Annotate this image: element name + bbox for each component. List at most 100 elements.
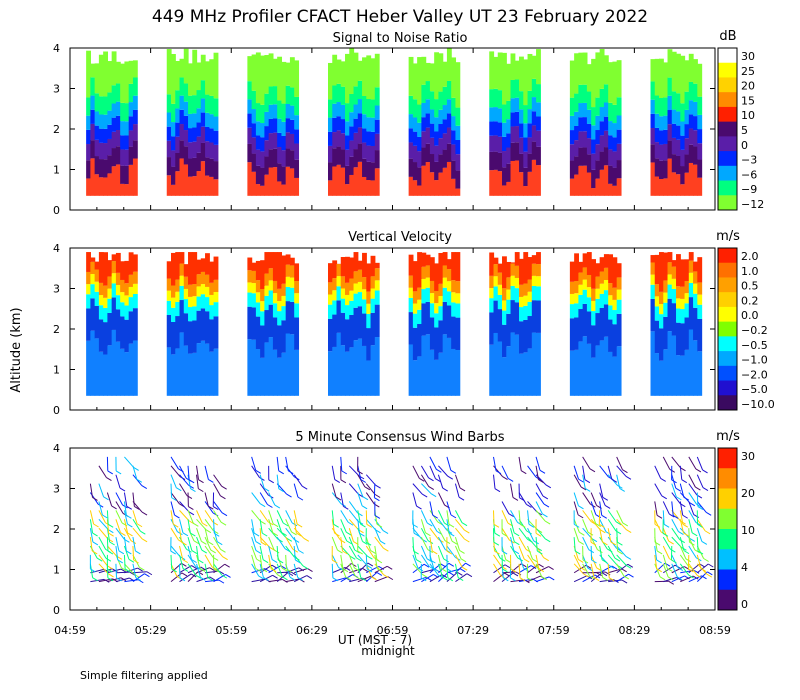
- wind-barb: [582, 519, 589, 533]
- heatmap-cell: [345, 294, 350, 306]
- wind-barb: [438, 465, 449, 477]
- heatmap-cell: [519, 109, 524, 124]
- heatmap-cell: [506, 261, 512, 278]
- wind-barb-flag: [628, 573, 634, 578]
- colorbar-label: −2.0: [741, 368, 768, 381]
- wind-barb: [590, 518, 601, 531]
- heatmap-cell: [128, 116, 134, 131]
- wind-barb: [582, 465, 586, 480]
- wind-barb-flag: [331, 559, 338, 564]
- wind-barb-flag: [656, 568, 662, 573]
- heatmap-cell: [196, 274, 202, 287]
- heatmap-cell: [595, 276, 601, 289]
- wind-barb: [179, 554, 184, 569]
- wind-barb: [170, 554, 173, 569]
- heatmap-cell: [166, 49, 172, 95]
- heatmap-cell: [531, 300, 537, 333]
- heatmap-cell: [264, 55, 270, 94]
- y-tick-label: 3: [53, 83, 60, 96]
- heatmap-cell: [408, 114, 414, 129]
- heatmap-cell: [345, 256, 350, 283]
- wind-barb: [259, 510, 269, 523]
- wind-barb: [421, 483, 432, 495]
- wind-barb: [420, 536, 429, 550]
- heatmap-cell: [179, 332, 185, 396]
- wind-barb: [374, 527, 381, 542]
- wind-barb-flag: [120, 568, 127, 573]
- colorbar-label: 0.5: [741, 280, 759, 293]
- heatmap-cell: [362, 176, 367, 196]
- wind-barb-flag: [190, 488, 196, 492]
- wind-barb: [510, 510, 519, 523]
- heatmap-cell: [578, 147, 584, 166]
- heatmap-cell: [251, 270, 257, 284]
- heatmap-cell: [493, 257, 499, 265]
- wind-barb-flag: [207, 577, 214, 581]
- heatmap-cell: [489, 298, 495, 313]
- wind-barb: [268, 492, 276, 506]
- heatmap-cell: [650, 99, 656, 114]
- wind-barb: [616, 456, 623, 470]
- heatmap-cell: [340, 104, 346, 120]
- wind-barb-flag: [362, 540, 368, 545]
- heatmap-cell: [166, 112, 172, 127]
- heatmap-cell: [289, 257, 295, 266]
- wind-barb: [331, 483, 337, 498]
- heatmap-cell: [569, 350, 575, 396]
- wind-barb: [662, 536, 671, 550]
- heatmap-cell: [603, 116, 609, 131]
- wind-barb: [412, 492, 417, 507]
- wind-barb: [259, 528, 262, 543]
- wind-barb-flag: [605, 531, 612, 536]
- heatmap-cell: [591, 153, 597, 170]
- heatmap-cell: [586, 138, 592, 155]
- heatmap-cell: [527, 316, 533, 349]
- heatmap-cell: [434, 99, 440, 118]
- wind-barb: [501, 465, 509, 479]
- wind-barb: [259, 554, 263, 569]
- wind-barb: [688, 456, 697, 470]
- heatmap-cell: [493, 264, 499, 277]
- wind-barb: [179, 528, 183, 543]
- heatmap-cell: [251, 109, 257, 124]
- wind-barb-flag: [608, 577, 615, 582]
- wind-barb: [663, 577, 677, 583]
- heatmap-cell: [527, 123, 533, 138]
- wind-barb: [527, 575, 541, 583]
- wind-barb: [454, 474, 461, 489]
- heatmap-cell: [196, 296, 202, 311]
- heatmap-cell: [362, 158, 367, 177]
- heatmap-cell: [374, 262, 380, 269]
- heatmap-cell: [434, 290, 440, 304]
- wind-barb: [679, 519, 684, 534]
- wind-barb: [170, 527, 179, 541]
- wind-barb: [679, 483, 685, 498]
- wind-barb-flag: [500, 557, 506, 562]
- wind-barb: [187, 554, 197, 567]
- heatmap-cell: [107, 345, 113, 396]
- heatmap-cell: [357, 161, 363, 196]
- heatmap-cell: [353, 271, 359, 284]
- heatmap-cell: [272, 349, 278, 396]
- colorbar-swatch: [718, 136, 737, 152]
- wind-barb-flag: [519, 577, 526, 582]
- heatmap-cell: [608, 351, 614, 396]
- heatmap-cell: [349, 140, 355, 157]
- heatmap-cell: [451, 57, 457, 98]
- heatmap-cell: [281, 121, 287, 136]
- heatmap-cell: [455, 139, 461, 155]
- heatmap-cell: [115, 309, 121, 342]
- heatmap-cell: [188, 284, 193, 297]
- heatmap-cell: [408, 158, 414, 177]
- heatmap-cell: [455, 293, 461, 304]
- heatmap-cell: [281, 255, 287, 284]
- wind-barb-flag: [292, 548, 299, 553]
- wind-barb-flag: [135, 577, 141, 581]
- heatmap-cell: [107, 61, 113, 93]
- y-tick-label: 1: [53, 364, 60, 377]
- heatmap-cell: [111, 297, 117, 330]
- heatmap-cell: [417, 151, 422, 168]
- wind-barb: [213, 545, 224, 557]
- wind-barb-flag: [602, 577, 608, 581]
- heatmap-cell: [425, 143, 431, 163]
